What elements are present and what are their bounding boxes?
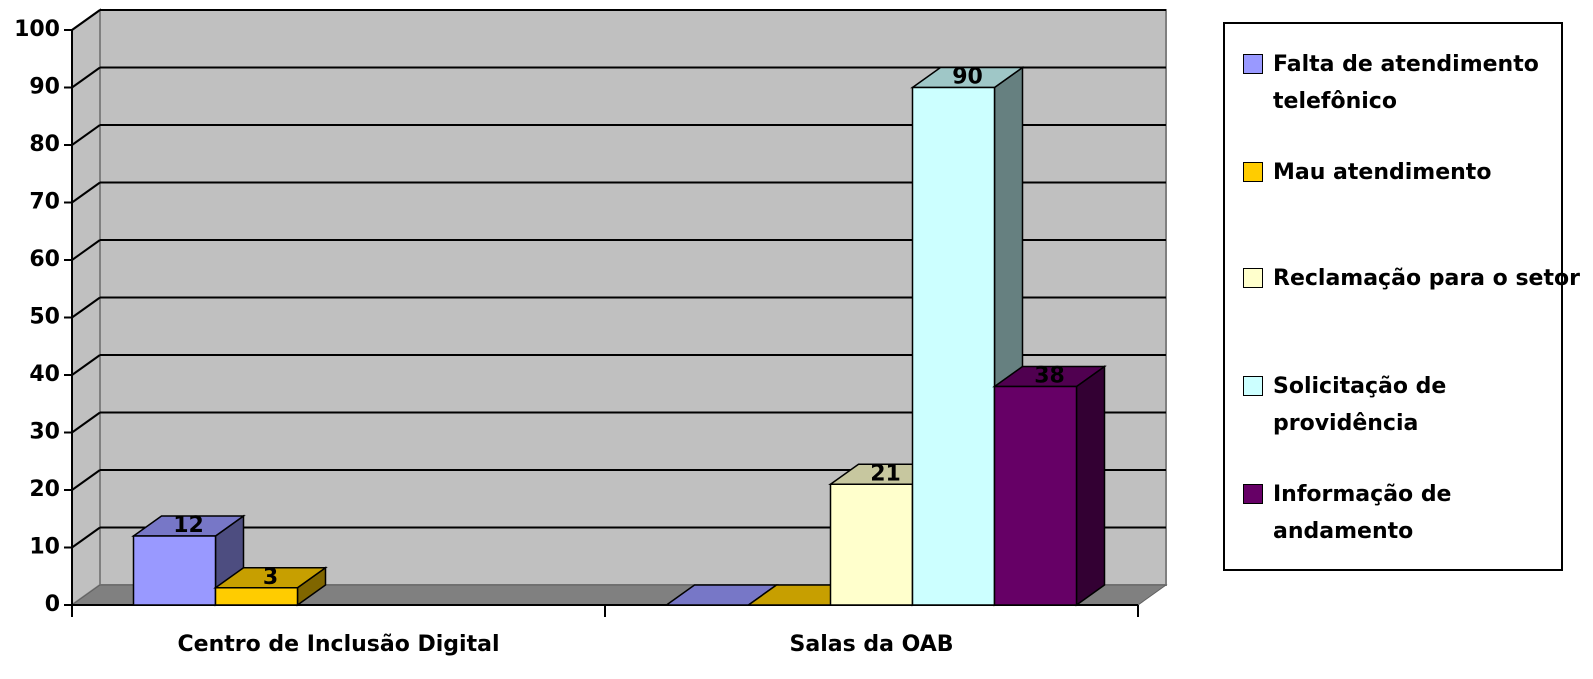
y-tick-label: 50 [29, 305, 60, 330]
legend-label: Solicitação de providência [1273, 374, 1447, 436]
legend-label: Reclamação para o setor [1273, 266, 1580, 291]
bar [993, 385, 1078, 606]
bar [829, 483, 914, 606]
legend-swatch [1243, 54, 1263, 74]
data-label: 21 [870, 461, 901, 486]
data-label: 90 [952, 65, 983, 90]
grid-line [71, 296, 101, 319]
y-tick-label: 40 [29, 362, 60, 387]
legend-item: Mau atendimento [1243, 154, 1583, 191]
data-label: 12 [173, 513, 204, 538]
legend-label: Mau atendimento [1273, 160, 1492, 185]
legend-item: Solicitação de providência [1243, 368, 1583, 442]
grid-line [71, 239, 101, 261]
grid-line [71, 526, 101, 549]
grid-line [71, 124, 101, 146]
legend-item: Falta de atendimento telefônico [1243, 46, 1583, 120]
bar-side [1075, 365, 1106, 607]
y-tick-label: 100 [14, 17, 60, 42]
y-tick-label: 0 [45, 592, 60, 617]
legend-swatch [1243, 484, 1263, 504]
chart: 0 10 20 30 40 50 60 70 80 90 100 Centro de Inclusão… [14, 8, 1168, 657]
legend-item: Informação de andamento [1243, 476, 1583, 550]
legend-item: Reclamação para o setor [1243, 260, 1583, 297]
x-tick-label: Centro de Inclusão Digital [178, 632, 500, 657]
grid-line [71, 469, 101, 491]
bar [911, 86, 996, 606]
x-tick-label: Salas da OAB [790, 632, 954, 657]
grid-line [71, 9, 101, 31]
grid-line [71, 354, 101, 376]
grid-line [71, 66, 101, 89]
legend-label: Falta de atendimento telefônico [1273, 52, 1539, 114]
grid-line [71, 181, 101, 204]
y-tick-label: 10 [29, 535, 60, 560]
y-tick-label: 30 [29, 420, 60, 445]
y-tick-label: 20 [29, 477, 60, 502]
y-tick-label: 70 [29, 190, 60, 215]
legend-swatch [1243, 268, 1263, 288]
data-label: 38 [1034, 364, 1065, 389]
data-label: 3 [263, 565, 278, 590]
y-tick-label: 90 [29, 75, 60, 100]
grid-line [71, 411, 101, 434]
legend-label: Informação de andamento [1273, 482, 1452, 544]
bar [214, 587, 299, 606]
y-tick-label: 60 [29, 247, 60, 272]
y-tick-label: 80 [29, 132, 60, 157]
legend-swatch [1243, 376, 1263, 396]
legend-swatch [1243, 162, 1263, 182]
legend: Falta de atendimento telefônico Mau atend… [1223, 22, 1580, 571]
bar [132, 535, 217, 606]
